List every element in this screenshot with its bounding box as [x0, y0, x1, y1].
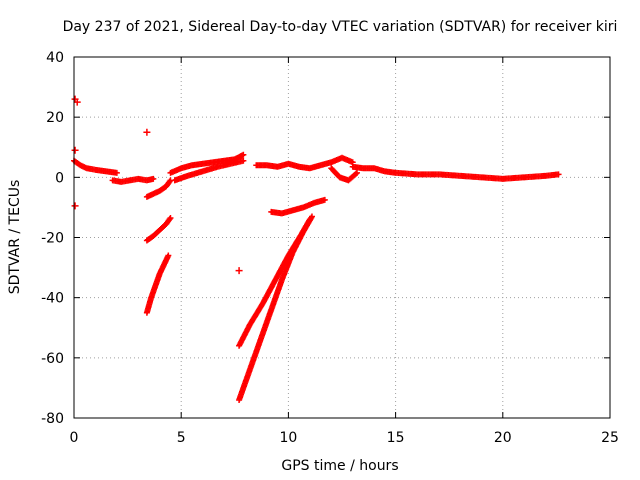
- x-tick-label: 5: [177, 430, 186, 446]
- data-point-isolated: [73, 98, 81, 106]
- x-tick-label: 10: [279, 430, 297, 446]
- axis-ticks: 0 5 10 15 20 25 -80 -60 -40 -20 0 20 40: [41, 50, 619, 446]
- data-point: [352, 170, 359, 177]
- data-point-isolated: [71, 146, 79, 154]
- data-point: [113, 169, 120, 176]
- y-tick-label: -80: [41, 411, 64, 427]
- data-point: [166, 216, 173, 223]
- data-point: [240, 151, 247, 158]
- data-point: [166, 178, 173, 185]
- data-point: [165, 252, 172, 259]
- data-point: [240, 157, 247, 164]
- data-point: [354, 169, 361, 176]
- x-axis-title: GPS time / hours: [281, 458, 398, 474]
- y-tick-label: 0: [55, 170, 64, 186]
- y-tick-label: -60: [41, 351, 64, 367]
- x-tick-label: 15: [387, 430, 405, 446]
- data-point-isolated: [143, 128, 151, 136]
- y-tick-label: 40: [46, 50, 64, 66]
- data-point: [150, 175, 157, 182]
- data-point-isolated: [235, 267, 243, 275]
- y-tick-label: -40: [41, 291, 64, 307]
- x-tick-label: 25: [601, 430, 619, 446]
- data-points: [71, 95, 562, 403]
- x-tick-label: 0: [70, 430, 79, 446]
- y-tick-label: 20: [46, 110, 64, 126]
- y-tick-label: -20: [41, 231, 64, 247]
- data-point: [321, 196, 328, 203]
- y-axis-title: SDTVAR / TECUs: [7, 180, 23, 295]
- data-point: [167, 214, 174, 221]
- x-tick-label: 20: [494, 430, 512, 446]
- chart-title: Day 237 of 2021, Sidereal Day-to-day VTE…: [63, 19, 618, 35]
- data-point: [308, 213, 315, 220]
- data-point-isolated: [71, 202, 79, 210]
- data-point: [555, 171, 562, 178]
